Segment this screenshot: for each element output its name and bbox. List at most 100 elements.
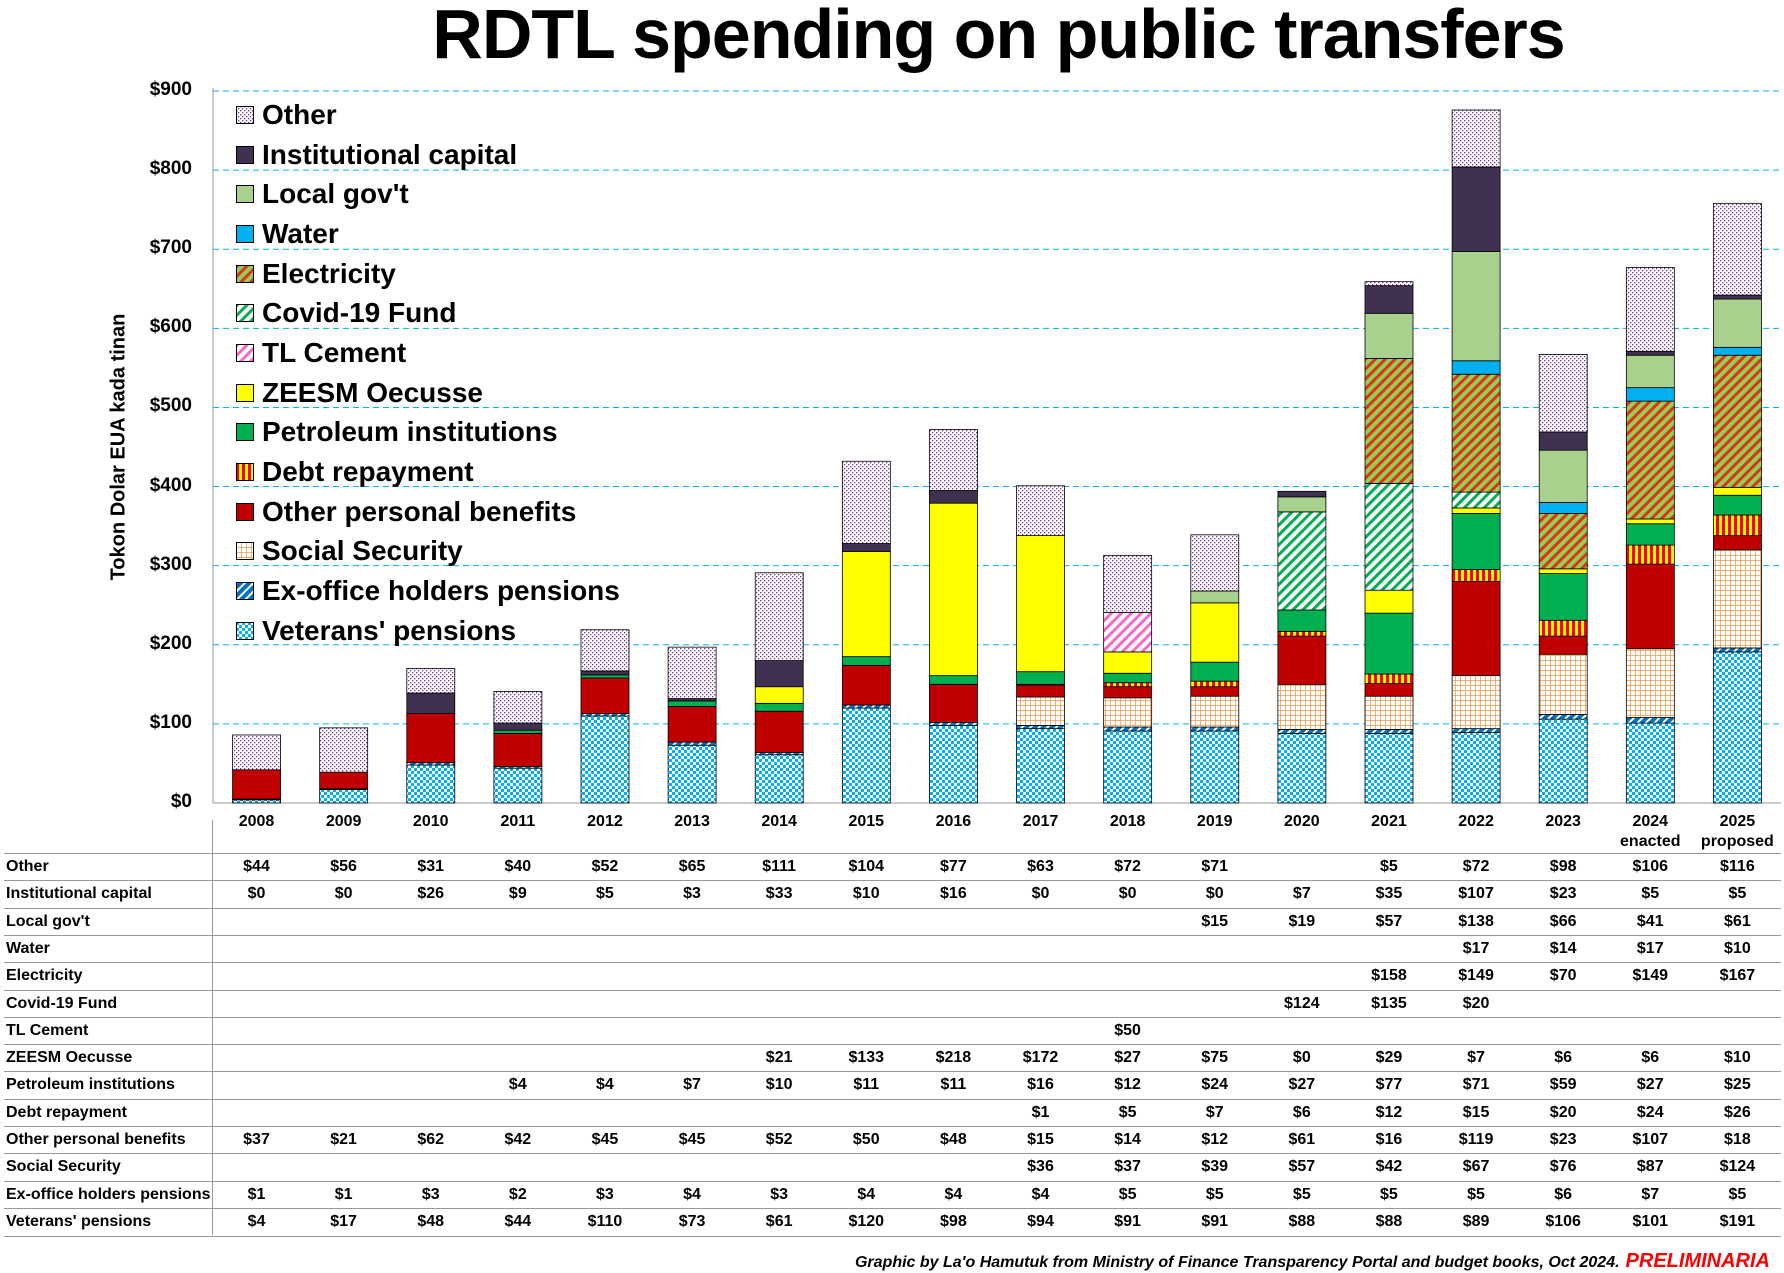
bar-zeesm-oecusse-2022: [1451, 507, 1501, 514]
table-cell: $7: [1205, 1103, 1224, 1121]
table-cell: $16: [1375, 1131, 1403, 1148]
bar-veterans-pensions-2017: [1016, 728, 1065, 804]
legend-item-veterans-pensions: Veterans' pensions: [236, 611, 620, 651]
x-tick-label: 2010: [412, 813, 449, 830]
row-label: Water: [6, 939, 50, 957]
bar-institutional-capital-2021: [1364, 285, 1414, 314]
bar-social-security-2017: [1016, 696, 1065, 726]
table-divider: [212, 820, 213, 1235]
table-cell: $6: [1641, 1049, 1660, 1067]
chart-plot: [212, 88, 1781, 804]
table-cell: $0: [334, 885, 353, 903]
bar-social-security-2020: [1277, 683, 1327, 730]
table-cell: $76: [1549, 1158, 1577, 1176]
table-cell: $45: [678, 1131, 706, 1148]
x-tick-label: 2020: [1284, 813, 1320, 830]
table-cell: $5: [1467, 1185, 1485, 1203]
table-cell: $75: [1201, 1049, 1229, 1067]
bar-other-personal-benefits-2016: [929, 683, 978, 723]
bar-water-2025-proposed: [1713, 346, 1762, 356]
table-cell: $27: [1636, 1076, 1664, 1094]
table-cell: $24: [1201, 1076, 1229, 1094]
table-cell: $77: [1375, 1076, 1403, 1094]
legend-item-other: Other: [236, 95, 620, 135]
row-label: Ex-office holders pensions: [6, 1185, 211, 1203]
table-cell: $15: [1462, 1103, 1490, 1121]
table-cell: $0: [247, 885, 266, 903]
table-cell: $88: [1288, 1212, 1316, 1230]
bar-veterans-pensions-2009: [319, 789, 369, 804]
bar-social-security-2018: [1103, 697, 1153, 728]
table-cell: $149: [1632, 967, 1669, 985]
bar-zeesm-oecusse-2023: [1538, 568, 1588, 574]
table-cell: $14: [1114, 1131, 1141, 1148]
table-cell: $91: [1201, 1212, 1229, 1230]
table-cell: $71: [1201, 858, 1229, 875]
bar-other-2012: [580, 629, 630, 672]
bar-other-2009: [319, 727, 369, 773]
bar-veterans-pensions-2021: [1364, 732, 1414, 804]
bar-institutional-capital-2016: [929, 490, 978, 504]
bar-stack-2023: [1538, 354, 1588, 804]
bar-petroleum-institutions-2025-proposed: [1713, 494, 1762, 516]
bar-other-2021: [1364, 281, 1414, 287]
bar-veterans-pensions-2016: [929, 725, 978, 804]
legend-swatch: [236, 145, 254, 164]
preliminary-badge: PRELIMINARIA: [1625, 1250, 1770, 1272]
table-cell: $12: [1375, 1103, 1403, 1121]
bar-stack-2016: [929, 429, 978, 804]
legend-item-local-gov-t: Local gov't: [236, 174, 620, 214]
bar-veterans-pensions-2013: [667, 744, 717, 804]
table-cell: $42: [1375, 1158, 1403, 1176]
bar-local-gov-t-2020: [1277, 496, 1327, 513]
table-cell: $20: [1462, 994, 1490, 1012]
table-cell: $9: [508, 885, 527, 903]
bar-water-2024-enacted: [1625, 387, 1675, 402]
bar-stack-2019: [1190, 534, 1240, 804]
bar-stack-2012: [580, 629, 630, 804]
bar-other-2025-proposed: [1713, 202, 1762, 296]
table-cell: $66: [1549, 912, 1577, 930]
y-tick-label: $800: [149, 158, 192, 180]
table-cell: $39: [1201, 1158, 1229, 1176]
bar-ex-office-holders-pensions-2016: [929, 721, 978, 726]
bar-institutional-capital-2011: [493, 722, 543, 731]
table-cell: $133: [848, 1049, 885, 1067]
table-cell: $44: [504, 1212, 532, 1230]
legend-label: Social Security: [262, 535, 463, 567]
legend-swatch: [236, 542, 254, 561]
bar-zeesm-oecusse-2016: [929, 502, 978, 677]
legend-item-social-security: Social Security: [236, 532, 620, 572]
table-cell: $70: [1549, 967, 1577, 985]
legend-label: Veterans' pensions: [262, 614, 517, 646]
bar-other-personal-benefits-2008: [232, 769, 281, 800]
table-cell: $88: [1375, 1212, 1403, 1230]
row-label: Other personal benefits: [6, 1131, 186, 1148]
table-cell: $23: [1549, 885, 1577, 903]
legend-label: Petroleum institutions: [262, 416, 558, 448]
table-cell: $98: [940, 1212, 967, 1230]
table-cell: $25: [1724, 1076, 1751, 1094]
table-cell: $56: [330, 858, 357, 875]
table-cell: $48: [417, 1212, 445, 1230]
bar-other-personal-benefits-2015: [841, 664, 891, 706]
row-label: ZEESM Oecusse: [6, 1049, 133, 1067]
table-cell: $50: [852, 1131, 880, 1148]
bar-ex-office-holders-pensions-2022: [1451, 728, 1501, 733]
table-cell: $101: [1632, 1212, 1669, 1230]
bar-stack-2015: [841, 460, 891, 804]
table-cell: $191: [1719, 1212, 1756, 1230]
bar-petroleum-institutions-2012: [580, 674, 630, 679]
table-cell: $17: [1636, 939, 1664, 957]
y-tick-label: $600: [149, 316, 192, 338]
bar-institutional-capital-2025-proposed: [1713, 294, 1762, 300]
legend-label: ZEESM Oecusse: [262, 376, 483, 408]
table-cell: $1: [334, 1185, 353, 1203]
legend-item-water: Water: [236, 214, 620, 254]
table-cell: $15: [1201, 912, 1229, 930]
row-label: Local gov't: [6, 912, 90, 930]
legend-label: TL Cement: [262, 336, 407, 368]
bar-debt-repayment-2024-enacted: [1625, 544, 1675, 565]
bar-covid-19-fund-2020: [1277, 511, 1327, 611]
table-cell: $119: [1458, 1131, 1494, 1148]
